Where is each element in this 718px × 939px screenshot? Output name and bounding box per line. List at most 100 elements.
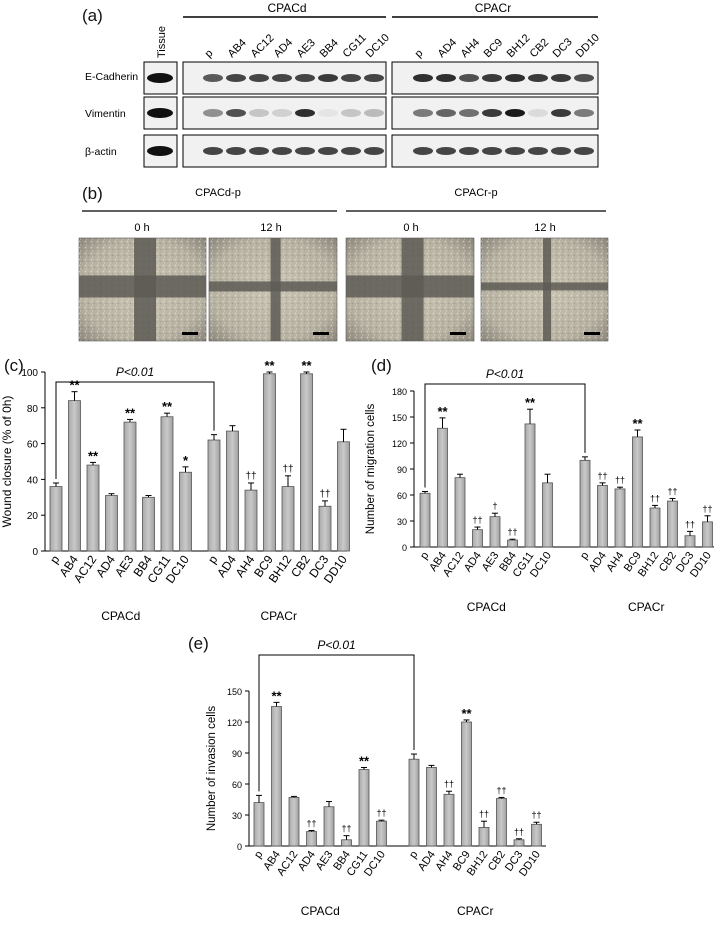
significance-mark: ** [271, 688, 282, 703]
blot-band [249, 109, 269, 117]
blot-band [551, 147, 571, 155]
bar [271, 706, 282, 847]
blot-lane-cpacd-bb4: BB4 [318, 37, 341, 60]
significance-mark: ** [69, 378, 80, 393]
wound-time-label-2: 12 h [260, 222, 281, 234]
significance-bracket [55, 381, 215, 479]
panel-label-b: (b) [82, 184, 103, 203]
bar [454, 477, 466, 548]
blot-band [528, 74, 548, 82]
blot-band [203, 109, 223, 117]
significance-mark: †† [597, 471, 607, 481]
blot-band [249, 74, 269, 82]
blot-band [203, 147, 223, 155]
blot-band [551, 109, 571, 117]
bar [207, 439, 221, 552]
wound-image-1 [78, 237, 207, 342]
blot-band [147, 108, 173, 118]
x-tick-label: p [252, 849, 265, 861]
blot-row-label-e-cadherin: E-Cadherin [85, 71, 138, 83]
blot-band [147, 146, 173, 156]
tissue-lane-label: Tissue [156, 26, 168, 58]
bar [226, 430, 239, 552]
bar [489, 516, 501, 548]
y-tick-label: 60 [397, 491, 407, 501]
wound-group-label-cpacr-p: CPACr-p [454, 187, 497, 199]
blot-band [528, 147, 548, 155]
blot-band [482, 109, 502, 117]
panel-label-a: (a) [82, 6, 103, 25]
blot-band [341, 147, 361, 155]
blot-lane-cpacr-bc9: BC9 [482, 36, 506, 60]
chart-migration: 0 30 60 90 120 150 180 Number of migration cell… [365, 367, 714, 614]
group-label: CPACr [261, 609, 297, 623]
blot-band [413, 147, 433, 155]
blot-band [147, 73, 173, 83]
blot-band [203, 74, 223, 82]
significance-mark: †† [306, 819, 316, 829]
p-value-label: P<0.01 [486, 367, 524, 381]
wound-time-label-4: 12 h [534, 222, 555, 234]
blot-band [318, 74, 338, 82]
blot-band [249, 147, 269, 155]
p-value-label: P<0.01 [317, 638, 355, 652]
blot-band [505, 109, 525, 117]
blot-band [459, 109, 479, 117]
blot-band [574, 74, 594, 82]
y-tick-label: 30 [397, 517, 407, 527]
blot-band [574, 147, 594, 155]
significance-mark: †† [282, 464, 293, 475]
wound-group-label-cpacd-p: CPACd-p [195, 187, 241, 199]
x-tick-label: AE3 [480, 550, 502, 574]
significance-mark: †† [615, 475, 625, 485]
group-label: CPACd [101, 609, 140, 623]
y-tick-label: 0 [32, 547, 38, 558]
y-tick-label: 150 [392, 413, 407, 423]
blot-band [364, 109, 384, 117]
bar [531, 823, 542, 847]
blot-band [436, 147, 456, 155]
y-tick-label: 20 [27, 511, 39, 522]
x-tick-label: CB2 [657, 550, 679, 574]
blot-band [226, 147, 246, 155]
bar [49, 486, 63, 552]
group-label: CPACd [301, 904, 340, 918]
group-label-cpacd: CPACd [267, 1, 306, 15]
x-tick-label: AH4 [604, 550, 626, 574]
x-tick-label: AH4 [433, 849, 455, 873]
bar [306, 831, 317, 847]
blot-band [364, 74, 384, 82]
bar [376, 820, 387, 847]
x-tick-label: AD4 [587, 550, 609, 574]
significance-mark: †† [507, 527, 517, 537]
significance-mark: †† [667, 486, 677, 496]
y-axis-label: Wound closure (% of 0h) [0, 396, 14, 528]
significance-mark: ** [301, 358, 312, 373]
blot-band [341, 109, 361, 117]
significance-mark: †† [376, 808, 386, 818]
bar [478, 827, 490, 847]
bar [288, 797, 300, 847]
y-tick-label: 0 [237, 842, 242, 852]
blot-lane-cpacd-ac12: AC12 [249, 32, 277, 60]
significance-mark: ** [162, 399, 173, 414]
bar [614, 488, 626, 548]
wound-image-3 [345, 237, 475, 342]
blot-band [505, 147, 525, 155]
x-tick-label: AE3 [314, 849, 336, 873]
significance-mark: ** [88, 448, 99, 463]
significance-mark: †† [531, 810, 541, 820]
bar [263, 373, 276, 552]
bar [358, 769, 370, 847]
bar [318, 505, 332, 552]
p-value-label: P<0.01 [116, 365, 154, 379]
blot-band [436, 74, 456, 82]
bar [496, 798, 507, 847]
blot-band [295, 147, 315, 155]
y-tick-label: 100 [21, 368, 38, 379]
bar [702, 521, 713, 548]
bar [443, 793, 455, 847]
significance-mark: †† [685, 519, 695, 529]
